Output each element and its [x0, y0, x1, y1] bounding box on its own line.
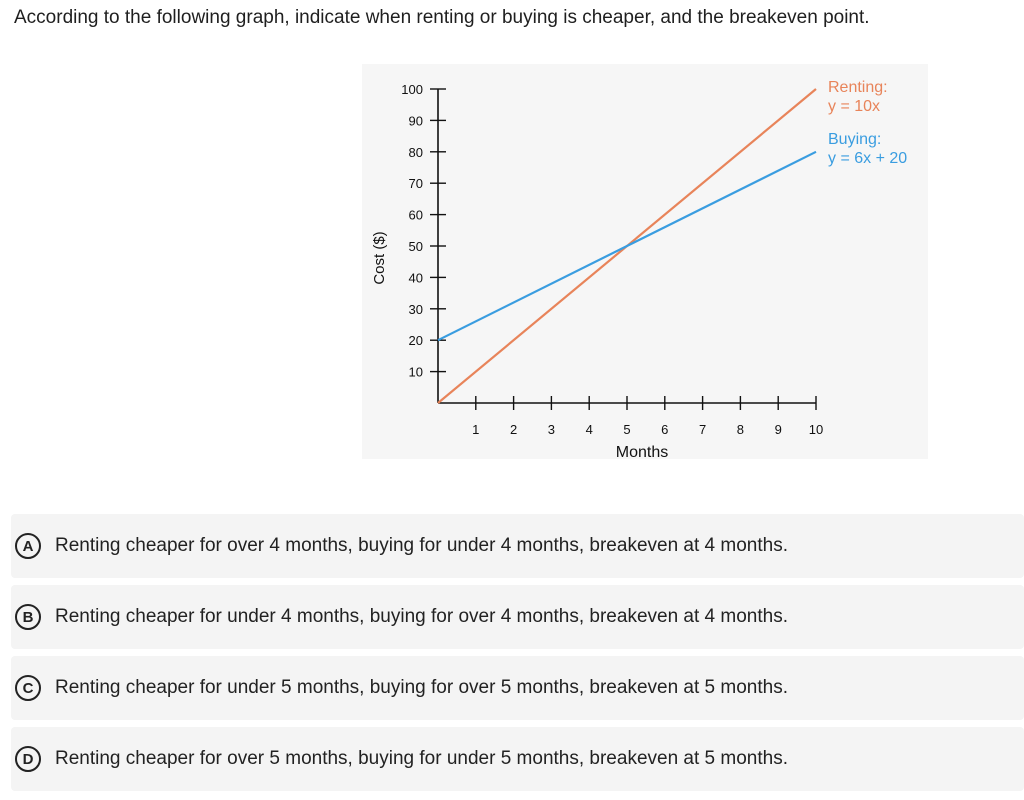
x-tick-label: 5	[623, 422, 630, 437]
question-text: According to the following graph, indica…	[14, 7, 870, 28]
x-tick-label: 3	[548, 422, 555, 437]
y-tick-label: 70	[409, 176, 423, 191]
y-tick-label: 90	[409, 113, 423, 128]
chart: 10 20 30 40 50 60 70 80 90 100 1 2 3 4 5 6 7 8 9 10 Months Co…	[362, 64, 928, 459]
y-tick-label: 80	[409, 145, 423, 160]
option-text: Renting cheaper for under 5 months, buyi…	[55, 677, 788, 698]
x-tick-label: 9	[775, 422, 782, 437]
series-equation-buying: y = 6x + 20	[828, 150, 907, 167]
x-tick-label: 6	[661, 422, 668, 437]
y-axis-label: Cost ($)	[371, 231, 388, 284]
y-tick-label: 50	[409, 239, 423, 254]
y-tick-label: 10	[409, 365, 423, 380]
y-tick-label: 40	[409, 270, 423, 285]
option-letter: A	[15, 533, 41, 559]
option-c[interactable]: C Renting cheaper for under 5 months, bu…	[11, 656, 1024, 720]
x-tick-label: 2	[510, 422, 517, 437]
option-a[interactable]: A Renting cheaper for over 4 months, buy…	[11, 514, 1024, 578]
x-tick-label: 1	[472, 422, 479, 437]
option-b[interactable]: B Renting cheaper for under 4 months, bu…	[11, 585, 1024, 649]
cost-chart-svg: 10 20 30 40 50 60 70 80 90 100 1 2 3 4 5 6 7 8 9 10 Months Co…	[371, 79, 907, 459]
option-text: Renting cheaper for over 4 months, buyin…	[55, 535, 788, 556]
x-tick-label: 4	[586, 422, 593, 437]
option-letter: C	[15, 675, 41, 701]
option-letter: B	[15, 604, 41, 630]
x-axis-label: Months	[616, 444, 668, 459]
option-letter: D	[15, 746, 41, 772]
series-line-buying	[437, 150, 817, 342]
option-text: Renting cheaper for over 5 months, buyin…	[55, 748, 788, 769]
y-tick-label: 60	[409, 208, 423, 223]
y-tick-label: 100	[401, 82, 423, 97]
x-tick-label: 7	[699, 422, 706, 437]
y-tick-label: 20	[409, 333, 423, 348]
option-d[interactable]: D Renting cheaper for over 5 months, buy…	[11, 727, 1024, 791]
series-name-renting: Renting:	[828, 79, 888, 96]
y-tick-label: 30	[409, 302, 423, 317]
series-name-buying: Buying:	[828, 131, 881, 148]
option-text: Renting cheaper for under 4 months, buyi…	[55, 606, 788, 627]
x-tick-label: 8	[737, 422, 744, 437]
x-tick-label: 10	[809, 422, 823, 437]
series-equation-renting: y = 10x	[828, 98, 880, 115]
